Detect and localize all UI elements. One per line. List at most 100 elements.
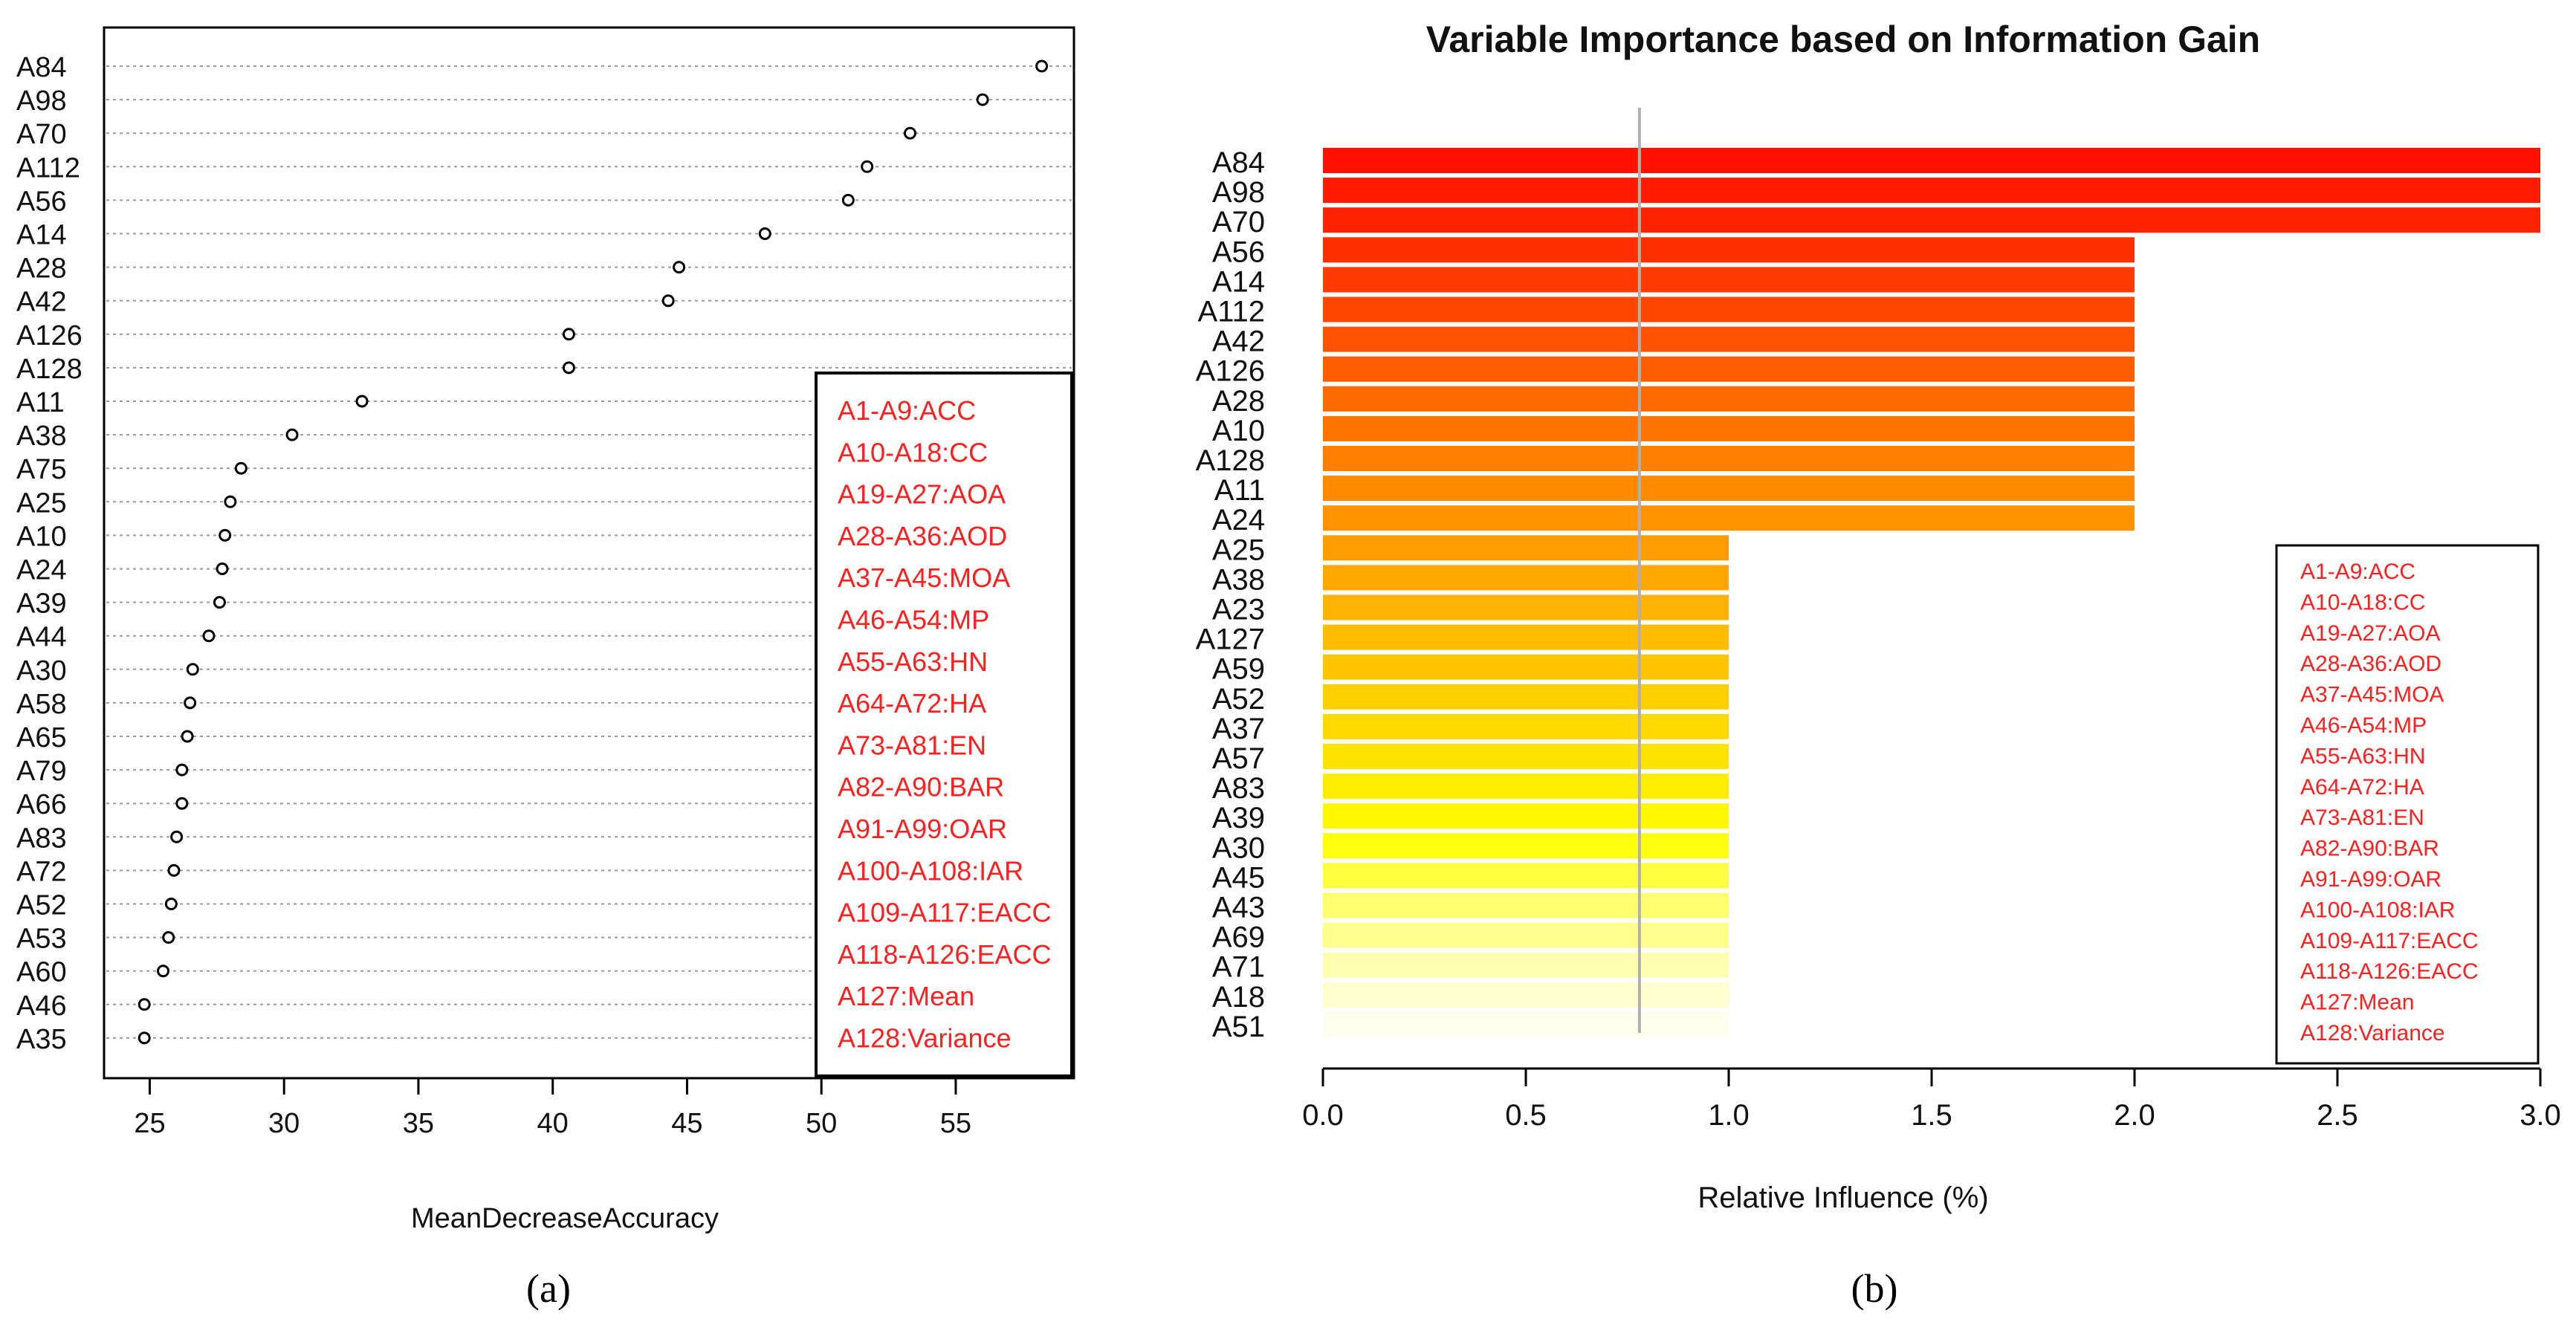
panel-a-legend-item: A55-A63:HN	[838, 646, 988, 677]
panel-a-data-point	[219, 528, 232, 542]
panel-a-category-label: A98	[16, 85, 67, 117]
panel-b-bar	[1323, 148, 2540, 173]
panel-b-x-tick-label: 0.5	[1505, 1099, 1547, 1132]
panel-b-x-tick-label: 0.0	[1302, 1099, 1344, 1132]
panel-b-legend-item: A1-A9:ACC	[2300, 560, 2415, 584]
panel-a-dotchart: A84A98A70A112A56A14A28A42A126A128A11A38A…	[16, 26, 1075, 1311]
panel-a-x-tick-label: 25	[134, 1108, 165, 1139]
panel-a-x-axis-label: MeanDecreaseAccuracy	[411, 1203, 719, 1234]
panel-b-legend-item: A46-A54:MP	[2300, 713, 2427, 738]
panel-a-category-label: A53	[16, 924, 67, 955]
panel-b-legend-item: A64-A72:HA	[2300, 775, 2424, 800]
panel-a-category-label: A126	[16, 320, 82, 351]
panel-a-category-label: A35	[16, 1024, 67, 1055]
panel-b-bar	[1323, 774, 1729, 800]
panel-a-data-point	[903, 126, 916, 140]
panel-a-data-point	[976, 93, 989, 106]
panel-a-legend-item: A100-A108:IAR	[838, 855, 1023, 886]
panel-b-category-label: A11	[1214, 474, 1265, 507]
panel-b-bar	[1323, 267, 2135, 293]
panel-b-category-label: A69	[1212, 921, 1265, 954]
panel-a-category-label: A70	[16, 119, 67, 150]
panel-a-legend-item: A109-A117:EACC	[838, 898, 1052, 928]
panel-a-legend-item: A118-A126:EACC	[838, 939, 1052, 970]
panel-a-legend-item: A1-A9:ACC	[838, 395, 976, 426]
panel-a-data-point	[181, 730, 194, 743]
panel-a-legend-item: A46-A54:MP	[838, 605, 989, 635]
panel-b-bar	[1323, 356, 2135, 382]
panel-b-x-axis-label: Relative Influence (%)	[1698, 1181, 1988, 1214]
panel-a-legend-item: A10-A18:CC	[838, 437, 988, 467]
panel-b-title: Variable Importance based on Information…	[1426, 19, 2260, 60]
panel-b-x-tick-label: 2.0	[2114, 1099, 2155, 1132]
panel-a-category-label: A128	[16, 354, 82, 385]
panel-b-legend-item: A55-A63:HN	[2300, 744, 2425, 768]
panel-a-data-point	[167, 863, 181, 877]
panel-a-legend-item: A28-A36:AOD	[838, 521, 1007, 551]
panel-a-data-point	[186, 663, 199, 676]
panel-a-legend-item: A91-A99:OAR	[838, 814, 1007, 844]
panel-b-category-label: A37	[1212, 713, 1265, 745]
panel-a-data-point	[137, 998, 151, 1011]
panel-b-x-tick-label: 3.0	[2520, 1099, 2561, 1132]
panel-a-data-point	[1035, 59, 1049, 73]
panel-a-category-label: A24	[16, 555, 67, 586]
panel-b-bar	[1323, 535, 1729, 561]
panel-b-category-label: A83	[1212, 772, 1265, 805]
panel-b-category-label: A56	[1212, 236, 1265, 268]
panel-b-x-tick-label: 1.0	[1708, 1099, 1750, 1132]
panel-a-category-label: A44	[16, 622, 67, 653]
panel-a-data-point	[285, 428, 299, 441]
panel-b-category-label: A45	[1212, 861, 1265, 894]
panel-b-category-label: A57	[1212, 742, 1265, 775]
panel-a-category-label: A30	[16, 655, 67, 687]
panel-b-legend-item: A10-A18:CC	[2300, 590, 2425, 615]
panel-a-category-label: A65	[16, 722, 67, 753]
panel-b-category-label: A38	[1212, 563, 1265, 596]
panel-a-data-point	[184, 696, 197, 710]
panel-a-data-point	[661, 294, 675, 308]
panel-a-data-point	[162, 931, 175, 944]
panel-b-category-label: A23	[1212, 594, 1265, 626]
panel-b-category-label: A42	[1212, 325, 1265, 358]
panel-a-legend-item: A128:Variance	[838, 1023, 1012, 1054]
panel-a-legend-item: A19-A27:AOA	[838, 479, 1006, 510]
panel-b-bar	[1323, 684, 1729, 710]
panel-a-label: (a)	[526, 1266, 571, 1311]
panel-a-legend-item: A64-A72:HA	[838, 688, 986, 719]
panel-a-data-point	[213, 596, 226, 609]
panel-a-category-label: A46	[16, 991, 67, 1022]
panel-b-legend-item: A82-A90:BAR	[2300, 837, 2439, 861]
panel-b-bar	[1323, 415, 2135, 441]
panel-a-category-label: A42	[16, 287, 67, 318]
panel-b-category-label: A28	[1212, 385, 1265, 418]
panel-b-bar	[1323, 326, 2135, 352]
panel-b-barchart: Variable Importance based on Information…	[1196, 19, 2561, 1311]
panel-b-category-label: A70	[1212, 206, 1265, 239]
panel-a-x-tick-label: 45	[671, 1108, 702, 1139]
panel-a-data-point	[562, 361, 575, 375]
panel-b-bar	[1323, 207, 2540, 233]
panel-a-data-point	[137, 1031, 151, 1045]
panel-a-category-label: A112	[16, 152, 80, 184]
panel-b-category-label: A71	[1212, 951, 1265, 984]
panel-b-category-label: A39	[1212, 802, 1265, 834]
panel-a-category-label: A14	[16, 220, 67, 251]
panel-b-bar	[1323, 803, 1729, 829]
panel-a-legend-item: A73-A81:EN	[838, 730, 986, 760]
panel-b-bar	[1323, 505, 2135, 531]
panel-a-data-point	[175, 763, 189, 777]
panel-b-category-label: A59	[1212, 653, 1265, 686]
panel-a-data-point	[202, 629, 216, 643]
panel-b-category-label: A14	[1212, 265, 1265, 298]
panel-a-x-tick-label: 50	[806, 1108, 837, 1139]
panel-b-legend-item: A118-A126:EACC	[2300, 959, 2479, 984]
panel-b-bar	[1323, 565, 1729, 591]
panel-b-legend-item: A73-A81:EN	[2300, 805, 2424, 830]
panel-a-category-label: A84	[16, 52, 67, 83]
panel-a-data-point	[157, 964, 170, 978]
panel-a-category-label: A66	[16, 789, 67, 820]
panel-a-data-point	[234, 461, 247, 475]
panel-b-bar	[1323, 178, 2540, 204]
panel-a-category-label: A28	[16, 253, 67, 285]
